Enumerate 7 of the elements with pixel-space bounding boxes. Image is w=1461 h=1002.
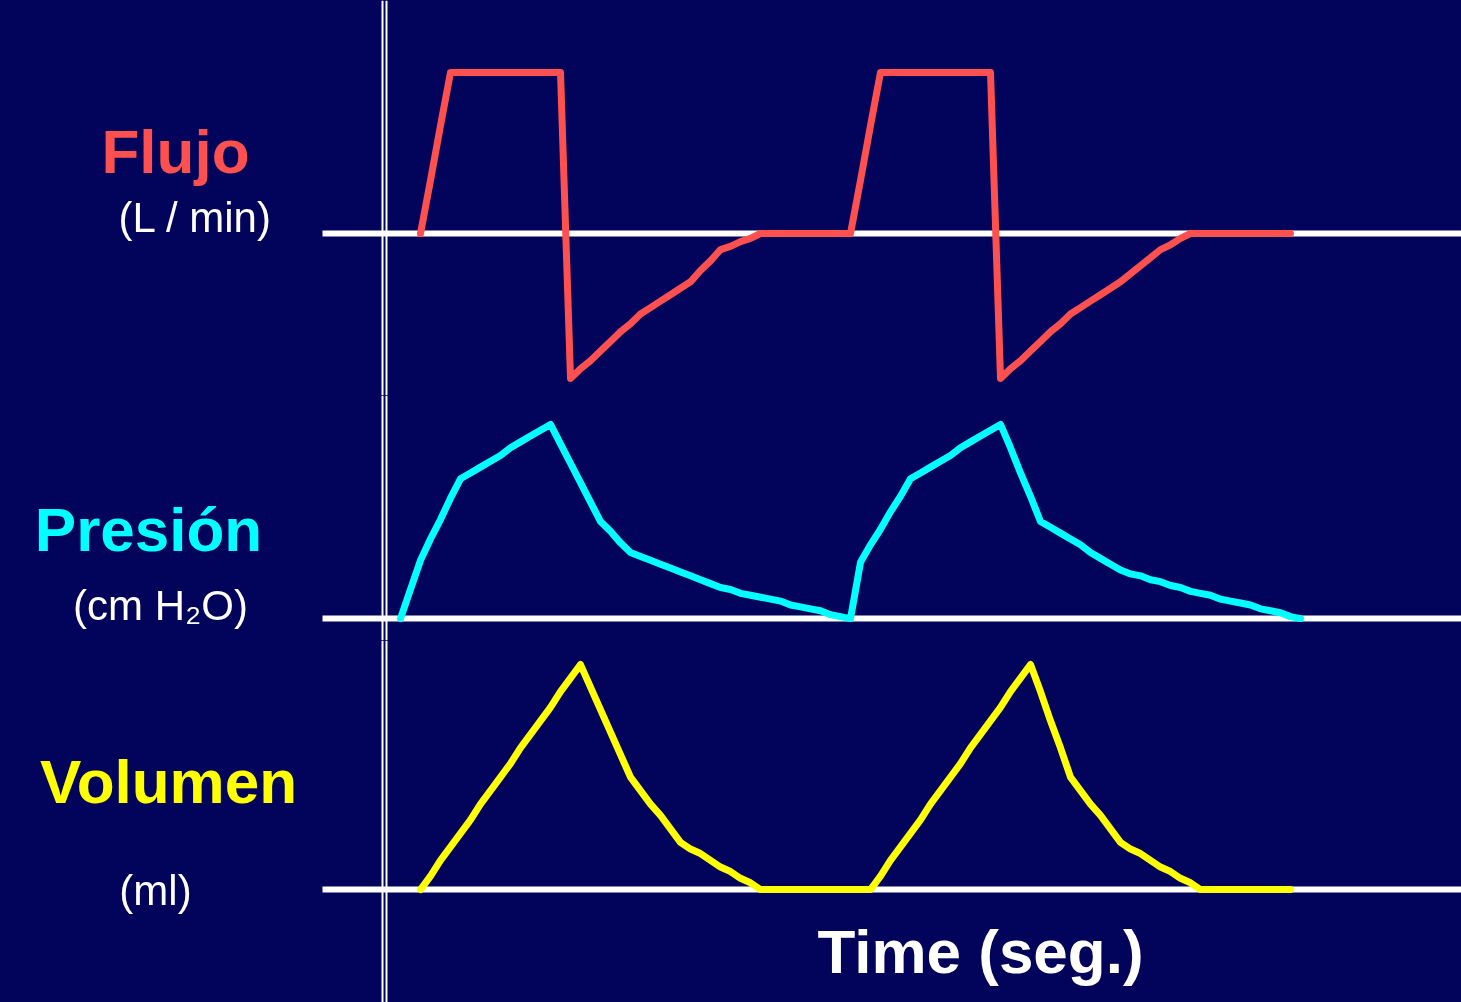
text: (L / min) bbox=[118, 193, 271, 241]
text: Volumen bbox=[39, 746, 298, 816]
text: (ml) bbox=[119, 866, 192, 914]
text: Presión bbox=[34, 494, 263, 564]
x-axis-title: Time (seg.) bbox=[817, 916, 1144, 986]
text: (cm H₂O) bbox=[73, 581, 248, 629]
text: Flujo bbox=[101, 116, 250, 186]
